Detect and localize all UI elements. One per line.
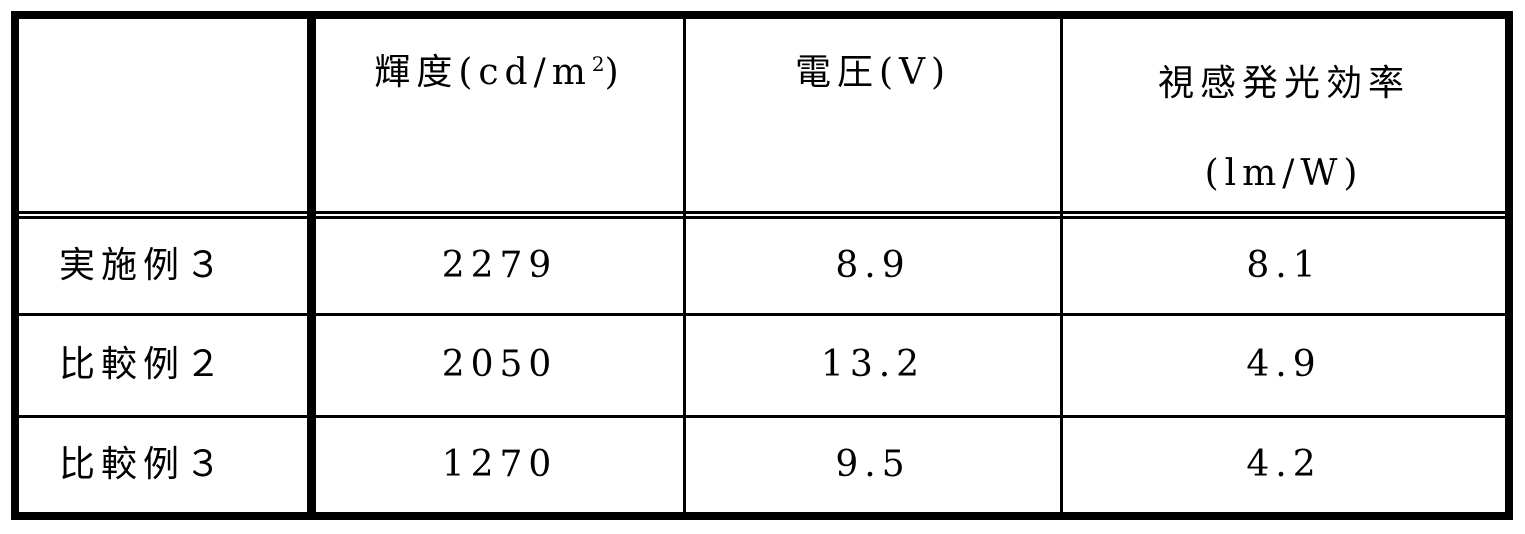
cell-luminance: 2279 bbox=[316, 219, 683, 313]
cell-efficacy: 8.1 bbox=[1063, 219, 1505, 313]
row-label: 実施例３ bbox=[19, 219, 307, 313]
column-divider bbox=[307, 19, 316, 512]
header-efficacy-line1: 視感発光効率 bbox=[1158, 39, 1410, 129]
cell-efficacy: 4.9 bbox=[1063, 316, 1505, 415]
cell-voltage: 9.5 bbox=[686, 418, 1060, 512]
header-efficacy: 視感発光効率 (lm/W) bbox=[1063, 19, 1505, 211]
header-suffix: ) bbox=[605, 52, 625, 93]
header-luminance-text: 輝度(cd/m bbox=[374, 52, 592, 93]
header-voltage: 電圧(V) bbox=[686, 19, 1060, 211]
cell-voltage: 13.2 bbox=[686, 316, 1060, 415]
data-table: 輝度(cd/m2) 電圧(V) 視感発光効率 (lm/W) 実施例３ 2279 … bbox=[11, 11, 1513, 520]
row-label: 比較例３ bbox=[19, 418, 307, 512]
row-label: 比較例２ bbox=[19, 316, 307, 415]
header-efficacy-line2: (lm/W) bbox=[1205, 129, 1364, 219]
header-luminance: 輝度(cd/m2) bbox=[316, 19, 683, 211]
cell-efficacy: 4.2 bbox=[1063, 418, 1505, 512]
cell-voltage: 8.9 bbox=[686, 219, 1060, 313]
cell-luminance: 1270 bbox=[316, 418, 683, 512]
cell-luminance: 2050 bbox=[316, 316, 683, 415]
superscript: 2 bbox=[592, 52, 605, 76]
